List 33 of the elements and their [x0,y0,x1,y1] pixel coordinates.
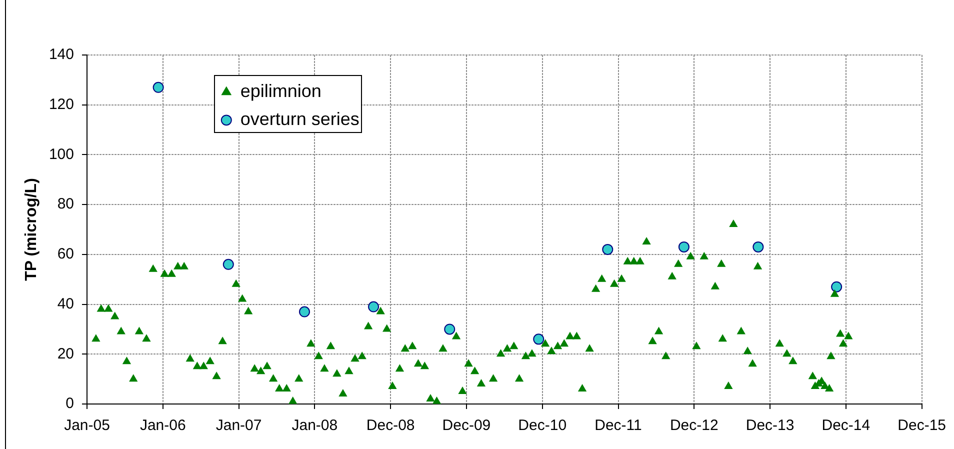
y-tick-label: 80 [57,196,74,213]
y-tick-label: 20 [57,345,74,362]
x-tick-label: Jan-08 [292,417,338,434]
legend-label: epilimnion [240,81,322,102]
x-tick-label: Dec-13 [746,417,794,434]
y-axis-title: TP (microg/L) [23,178,40,281]
point [298,306,310,318]
point [602,244,614,255]
y-tick-label: 40 [57,295,74,312]
y-tick-label: 0 [66,395,74,412]
y-tick-label: 100 [48,146,74,163]
x-tick-label: Dec-12 [670,417,718,434]
legend-label: overturn series [240,109,360,130]
point [533,334,544,345]
y-tick-label: 140 [48,46,74,64]
x-tick-label: Dec-08 [366,417,415,434]
x-tick-label: Jan-06 [140,417,186,434]
point [752,241,764,252]
x-tick-label: Dec-15 [898,417,946,434]
x-tick-label: Dec-11 [594,417,642,434]
x-tick-label: Jan-05 [64,417,110,434]
y-tick-label: 60 [57,246,74,263]
x-tick-label: Jan-07 [216,417,262,434]
point [831,281,842,292]
point [444,324,456,335]
point [152,82,164,93]
x-tick-label: Dec-14 [822,417,870,434]
point [368,301,380,312]
point [222,258,234,270]
point [678,241,690,252]
x-tick-label: Dec-10 [518,417,567,434]
y-tick-label: 120 [48,96,74,113]
x-tick-label: Dec-09 [442,417,491,434]
